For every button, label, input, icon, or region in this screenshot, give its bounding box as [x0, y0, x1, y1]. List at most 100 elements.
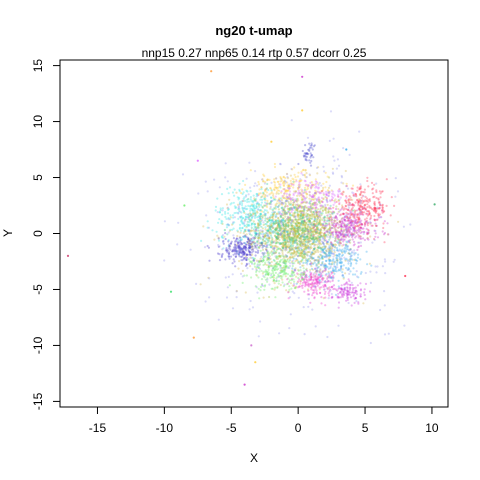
data-point	[359, 223, 362, 226]
data-point	[267, 234, 270, 237]
data-point	[371, 241, 374, 244]
data-point	[274, 271, 277, 274]
data-point	[303, 253, 306, 256]
data-point	[263, 239, 267, 243]
data-point	[230, 240, 233, 243]
data-point	[333, 249, 336, 252]
data-point	[269, 216, 272, 219]
data-point	[299, 229, 302, 232]
data-point	[330, 220, 333, 223]
data-point	[319, 234, 322, 237]
data-point	[249, 230, 252, 233]
data-point	[288, 238, 291, 241]
data-point	[336, 158, 339, 161]
data-point	[283, 212, 286, 215]
data-point	[317, 260, 320, 264]
data-point	[240, 262, 243, 265]
data-point	[312, 226, 315, 229]
data-point	[289, 248, 292, 251]
data-point	[293, 250, 297, 253]
data-point	[355, 300, 358, 303]
data-point	[287, 229, 290, 232]
data-point	[319, 291, 322, 294]
data-point	[238, 260, 241, 263]
data-point	[316, 219, 319, 222]
data-point	[284, 232, 287, 235]
data-point	[288, 257, 291, 260]
data-point	[373, 200, 376, 204]
data-point	[327, 279, 330, 283]
data-point	[353, 258, 356, 261]
data-point	[302, 234, 305, 237]
data-point	[393, 204, 396, 207]
data-point	[307, 247, 310, 250]
data-point	[296, 235, 300, 239]
data-point	[304, 155, 307, 158]
data-point	[359, 244, 363, 247]
data-point	[258, 241, 261, 244]
data-point	[267, 266, 270, 269]
data-point	[283, 257, 286, 260]
data-point	[310, 231, 313, 234]
data-point	[300, 212, 303, 215]
data-point	[272, 226, 275, 229]
data-point	[278, 204, 281, 207]
data-point	[309, 276, 313, 279]
data-point	[269, 244, 272, 247]
data-point	[345, 229, 349, 233]
data-point	[308, 202, 311, 205]
data-point	[276, 262, 279, 265]
data-point	[245, 249, 248, 252]
data-point	[263, 252, 266, 255]
data-point	[285, 289, 288, 292]
data-point	[296, 250, 299, 253]
data-point	[270, 260, 273, 264]
data-point	[269, 226, 272, 229]
data-point	[295, 227, 298, 231]
data-point	[278, 238, 281, 242]
data-point	[318, 235, 321, 238]
data-point	[244, 234, 247, 237]
data-point	[322, 216, 325, 220]
data-point	[290, 224, 293, 227]
data-point	[328, 236, 331, 239]
data-point	[272, 218, 275, 221]
data-point	[308, 225, 311, 228]
data-point	[329, 213, 332, 216]
data-point	[274, 220, 277, 223]
data-point	[293, 292, 296, 295]
x-tick-label: 5	[362, 421, 369, 435]
data-point	[211, 229, 214, 232]
data-point	[202, 225, 205, 228]
data-point	[312, 227, 315, 230]
data-point	[290, 253, 293, 256]
data-point	[318, 288, 321, 291]
data-point	[323, 232, 326, 235]
data-point	[308, 236, 311, 239]
data-point	[307, 208, 310, 211]
data-point	[331, 212, 334, 215]
data-point	[313, 247, 316, 250]
data-point	[316, 231, 319, 234]
data-point	[295, 252, 298, 255]
data-point	[315, 209, 318, 212]
data-point	[330, 211, 333, 214]
data-point	[300, 233, 303, 237]
data-point	[294, 231, 297, 235]
data-point	[267, 240, 270, 243]
data-point	[358, 221, 361, 224]
data-point	[342, 191, 345, 194]
data-point	[241, 269, 244, 272]
data-point	[243, 207, 246, 210]
data-point	[315, 166, 319, 169]
data-point	[359, 202, 362, 205]
data-point	[304, 251, 307, 254]
data-point	[311, 242, 314, 245]
data-point	[338, 220, 341, 223]
data-point	[347, 301, 350, 305]
data-point	[288, 235, 291, 238]
data-point	[223, 229, 226, 232]
data-point	[238, 251, 241, 254]
data-point	[290, 224, 294, 227]
data-point	[291, 247, 294, 250]
